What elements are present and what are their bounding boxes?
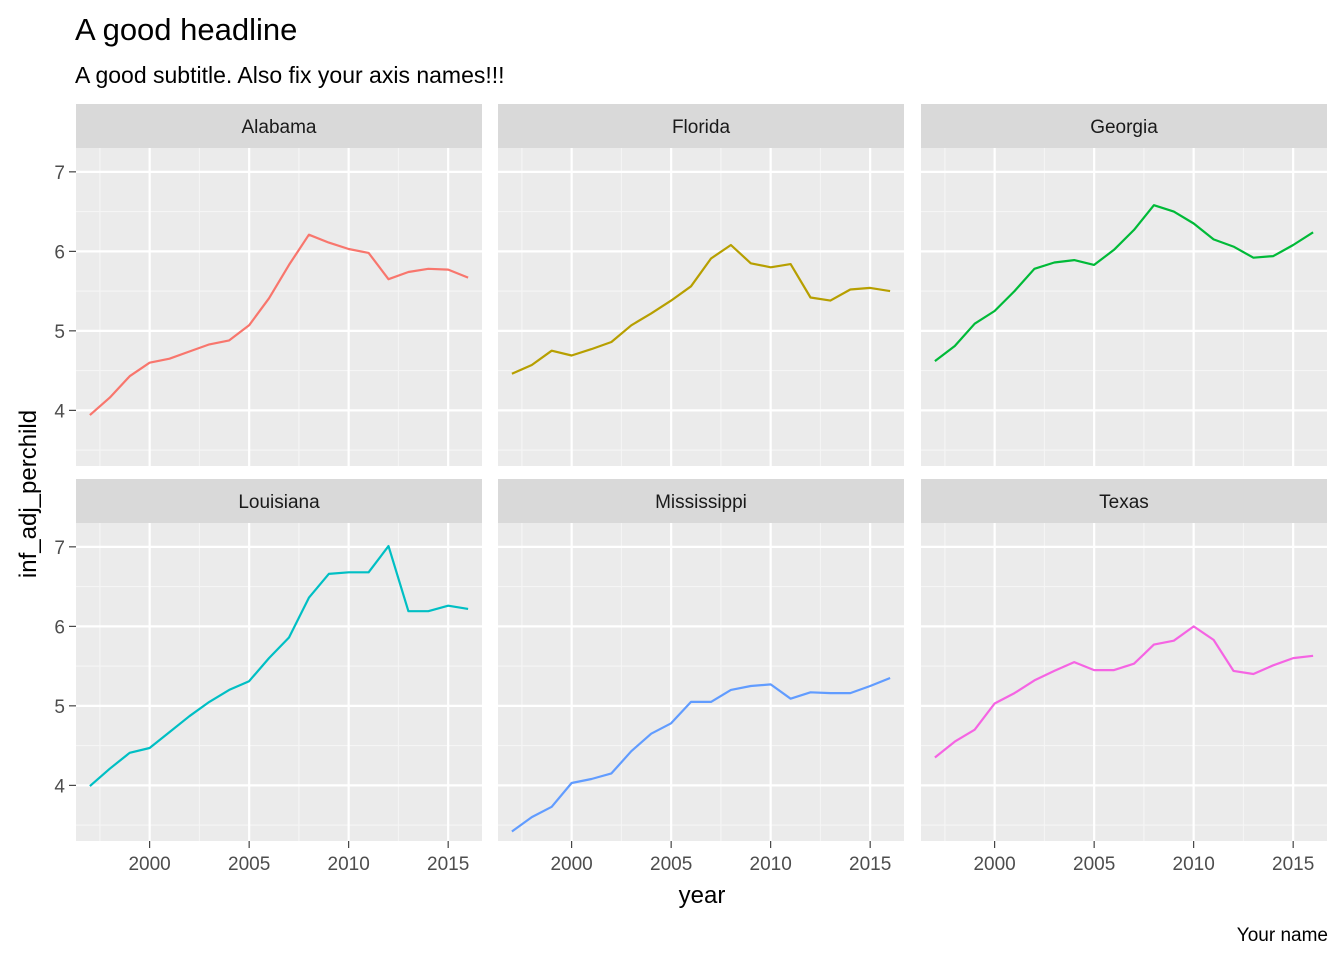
facet-label-georgia: Georgia: [1090, 117, 1158, 138]
x-tick-label: 2005: [228, 854, 270, 875]
x-tick-label: 2010: [750, 854, 792, 875]
x-tick-label: 2015: [427, 854, 469, 875]
panel-background: [921, 523, 1327, 841]
x-tick-label: 2015: [849, 854, 891, 875]
facet-georgia: Georgia: [921, 104, 1327, 466]
x-tick-label: 2000: [973, 854, 1015, 875]
series-line-louisiana: [89, 544, 469, 787]
facet-alabama: Alabama 4 5 6 7: [54, 104, 482, 466]
x-tick-label: 2015: [1272, 854, 1314, 875]
series-line-georgia: [934, 204, 1314, 362]
chart-subtitle: A good subtitle. Also fix your axis name…: [75, 62, 505, 88]
y-tick-label: 4: [54, 776, 65, 797]
series-line-texas: [934, 625, 1314, 759]
facet-panels: Alabama 4 5 6 7 Florida Georgia Louisiana 4 5 6 7 20…: [54, 104, 1327, 875]
facet-strip-texas: [921, 479, 1327, 523]
y-tick-label: 4: [54, 401, 65, 422]
y-axis-title: inf_adj_perchild: [15, 410, 42, 578]
x-tick-label: 2000: [128, 854, 170, 875]
panel-background: [498, 148, 904, 466]
x-tick-label: 2010: [1173, 854, 1215, 875]
facet-label-louisiana: Louisiana: [238, 492, 320, 513]
panel-background: [76, 523, 482, 841]
facet-strip-louisiana: [76, 479, 482, 523]
y-tick-label: 7: [54, 538, 65, 559]
facet-label-florida: Florida: [672, 117, 731, 138]
facet-florida: Florida: [498, 104, 904, 466]
facet-label-alabama: Alabama: [242, 117, 317, 138]
chart-caption: Your name: [1237, 925, 1328, 946]
facet-label-texas: Texas: [1099, 492, 1149, 513]
facet-label-mississippi: Mississippi: [655, 492, 747, 513]
x-axis-title: year: [679, 882, 726, 909]
y-tick-label: 5: [54, 322, 65, 343]
x-tick-label: 2000: [550, 854, 592, 875]
facet-mississippi: Mississippi 2000 2005 2010 2015: [498, 479, 904, 875]
facet-louisiana: Louisiana 4 5 6 7 2000 2005 2010 2015: [54, 479, 482, 875]
facet-strip-mississippi: [498, 479, 904, 523]
facet-texas: Texas 2000 2005 2010 2015: [921, 479, 1327, 875]
panel-background: [921, 148, 1327, 466]
facet-strip-florida: [498, 104, 904, 148]
chart-title: A good headline: [75, 12, 297, 47]
series-line-mississippi: [511, 676, 891, 833]
x-tick-label: 2010: [328, 854, 370, 875]
series-line-florida: [511, 243, 891, 375]
series-line-alabama: [89, 233, 469, 416]
y-tick-label: 7: [54, 163, 65, 184]
y-tick-label: 6: [54, 242, 65, 263]
facet-strip-georgia: [921, 104, 1327, 148]
y-tick-label: 5: [54, 697, 65, 718]
panel-background: [76, 148, 482, 466]
panel-background: [498, 523, 904, 841]
x-tick-label: 2005: [650, 854, 692, 875]
y-tick-label: 6: [54, 617, 65, 638]
x-tick-label: 2005: [1073, 854, 1115, 875]
facet-strip-alabama: [76, 104, 482, 148]
